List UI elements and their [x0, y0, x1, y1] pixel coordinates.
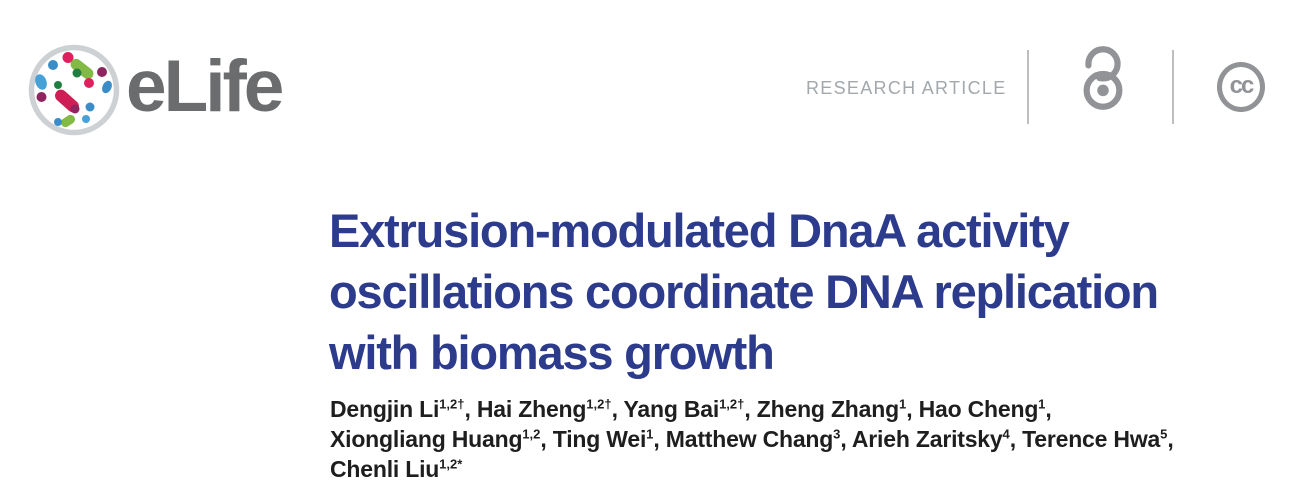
- author-affiliation-sup: 5: [1160, 426, 1168, 442]
- author-name: Yang Bai: [623, 396, 720, 422]
- author-name: Xiongliang Huang: [330, 426, 523, 452]
- header-divider: [1172, 50, 1174, 124]
- article-type-label: RESEARCH ARTICLE: [806, 78, 1007, 98]
- elife-brand: eLife: [28, 44, 284, 136]
- author-list: Dengjin Li1,2†, Hai Zheng1,2†, Yang Bai1…: [330, 394, 1270, 484]
- author-name: Hai Zheng: [476, 396, 587, 422]
- author-name: Terence Hwa: [1022, 426, 1161, 452]
- author-affiliation-sup: 1: [898, 396, 907, 412]
- author-affiliation-sup: 4: [1002, 426, 1010, 442]
- author-affiliation-sup: 1,2†: [719, 396, 745, 412]
- author-name: Ting Wei: [552, 426, 647, 452]
- author-name: Hao Cheng: [918, 396, 1039, 422]
- article-title-line: Extrusion-modulated DnaA activity: [329, 204, 1070, 257]
- author-affiliation-sup: 1,2: [522, 426, 541, 442]
- cc-license-icon: cc: [1217, 62, 1265, 112]
- author-line: Xiongliang Huang1,2, Ting Wei1, Matthew …: [330, 426, 1174, 452]
- article-title-line: with biomass growth: [329, 326, 775, 379]
- cc-license-label: cc: [1229, 72, 1255, 99]
- article-title-line: oscillations coordinate DNA replication: [329, 265, 1159, 318]
- author-name: Matthew Chang: [665, 426, 834, 452]
- author-affiliation-sup: 1: [1038, 396, 1046, 412]
- author-affiliation-sup: 1,2*: [439, 456, 463, 472]
- author-name: Dengjin Li: [330, 396, 440, 422]
- author-line: Dengjin Li1,2†, Hai Zheng1,2†, Yang Bai1…: [330, 396, 1052, 422]
- author-line: Chenli Liu1,2*: [330, 454, 1270, 484]
- article-title: Extrusion-modulated DnaA activity oscill…: [329, 200, 1249, 383]
- elife-wordmark: eLife: [126, 45, 284, 127]
- open-access-icon: [1083, 46, 1123, 110]
- author-affiliation-sup: 1,2†: [439, 396, 465, 412]
- elife-logo-icon: [28, 44, 120, 136]
- header-divider: [1027, 50, 1029, 124]
- author-name: Chenli Liu: [330, 456, 440, 482]
- author-affiliation-sup: 1: [646, 426, 654, 442]
- author-name: Arieh Zaritsky: [851, 426, 1003, 452]
- author-affiliation-sup: 3: [833, 426, 841, 442]
- author-affiliation-sup: 1,2†: [586, 396, 612, 412]
- author-name: Zheng Zhang: [756, 396, 899, 422]
